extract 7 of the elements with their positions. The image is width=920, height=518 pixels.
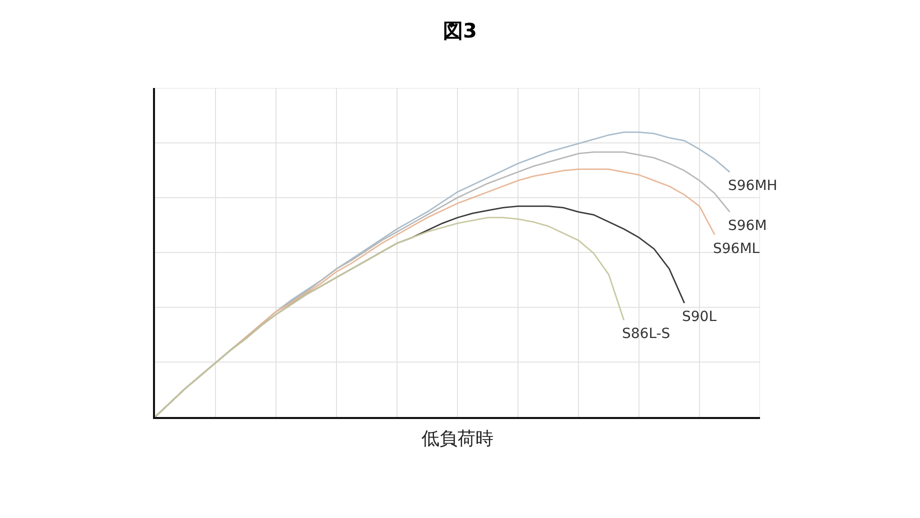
series-label: S96ML	[713, 241, 760, 257]
series-label: S96MH	[728, 178, 778, 194]
series-label: S96M	[728, 218, 767, 234]
chart-title: 図3	[443, 18, 477, 42]
x-axis-title: 低負荷時	[422, 428, 494, 450]
series-label: S90L	[682, 309, 717, 325]
series-label: S86L-S	[622, 326, 670, 342]
